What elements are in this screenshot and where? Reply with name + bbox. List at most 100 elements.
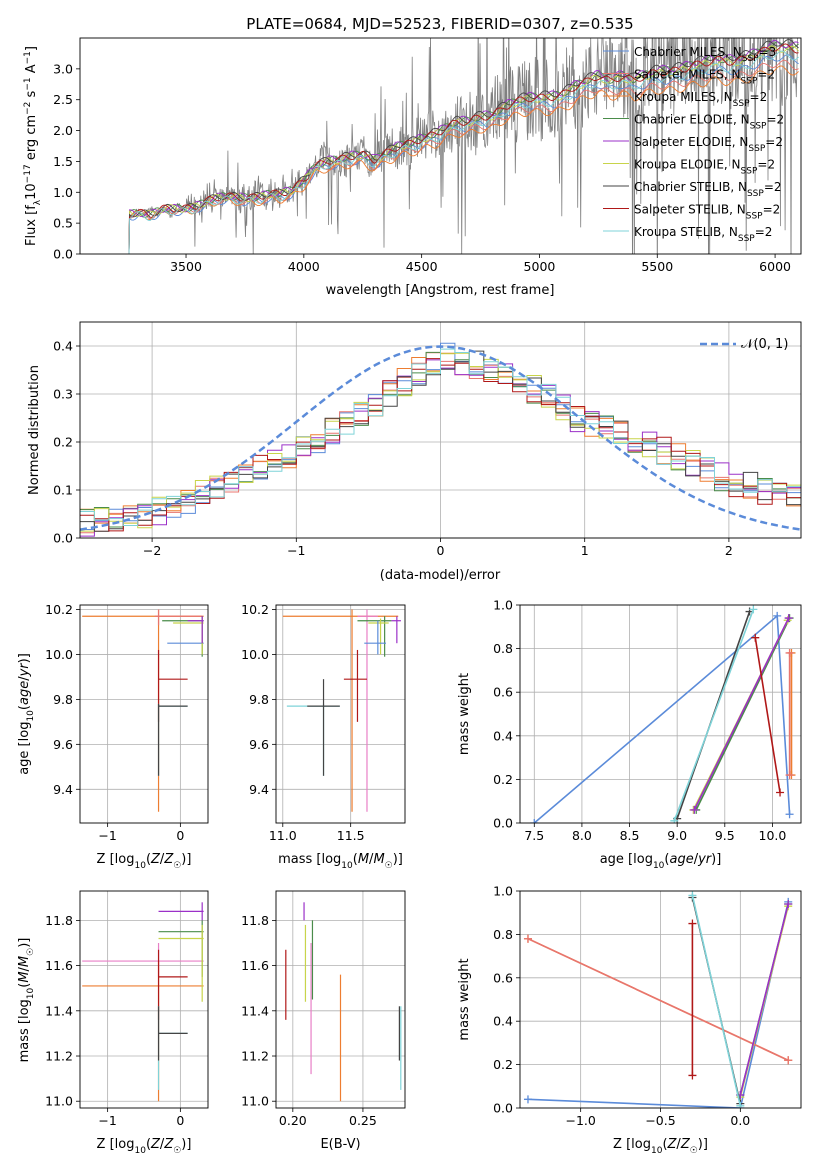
x-tick-label: 4500 xyxy=(406,259,438,274)
y-tick-label: 0.6 xyxy=(493,970,513,985)
weight-line-kroupa_stelib xyxy=(691,895,742,1106)
mass_vs_ebv-axes: 0.20 0.25 11.0 11.2 11.4 11.6 11.8 xyxy=(241,890,406,1128)
axes-frame xyxy=(79,890,209,1109)
y-tick-label: 0.8 xyxy=(493,927,513,942)
y-tick-label: 11.4 xyxy=(45,1003,73,1018)
x-tick-label: 6000 xyxy=(759,259,791,274)
legend-entry: 𝒩(0, 1) xyxy=(741,337,788,352)
y-tick-label: 2.0 xyxy=(53,123,73,138)
weight-marker-kroupa_stelib xyxy=(688,891,697,900)
y-tick-label: 11.8 xyxy=(241,913,269,928)
y-axis-label: Flux [fλ10−17 erg cm−2 s−1 A−1] xyxy=(23,46,43,246)
mass_vs_ebv-plot-area xyxy=(285,902,402,1102)
x-tick-label: 0.25 xyxy=(349,1113,377,1128)
x-tick-label: −1 xyxy=(287,543,305,558)
weight-marker-kroupa_stelib xyxy=(736,1101,745,1108)
weight_vs_Z-axes: −1.0 −0.5 0.0 0.0 0.2 0.4 0.6 0.8 1.0 xyxy=(493,884,802,1128)
weight-marker-salpeter_miles xyxy=(785,771,794,780)
model-spectrum-chabrier_miles xyxy=(128,54,799,254)
gaussian-reference-curve xyxy=(80,345,801,531)
x-axis-label: mass [log10(M/M☉)] xyxy=(278,852,403,871)
y-tick-label: 0.0 xyxy=(493,1101,513,1116)
x-tick-label: 5000 xyxy=(524,259,556,274)
y-tick-label: 0.0 xyxy=(53,531,73,546)
axes-frame xyxy=(79,604,209,824)
y-tick-label: 10.0 xyxy=(45,647,73,662)
y-tick-label: 11.6 xyxy=(45,958,73,973)
mass_vs_Z-axes: −1 0 11.0 11.2 11.4 11.6 11.8 xyxy=(45,890,209,1128)
weight-line-salpeter_elodie xyxy=(739,903,789,1096)
x-axis-label: E(B-V) xyxy=(320,1137,360,1152)
y-tick-label: 11.0 xyxy=(241,1094,269,1109)
weight_vs_age-axes: 7.5 8.0 8.5 9.0 9.5 10.0 0.0 0.2 0.4 0.6 0.8 1.0 xyxy=(493,598,802,843)
y-axis-label: Normed distribution xyxy=(27,365,42,495)
y-tick-label: 10.0 xyxy=(241,647,269,662)
x-tick-label: 7.5 xyxy=(524,828,544,843)
residuals-plot-area xyxy=(80,342,801,537)
weight-marker-salpeter_miles xyxy=(523,934,532,943)
y-tick-label: 1.0 xyxy=(53,185,73,200)
x-tick-label: 1 xyxy=(581,543,589,558)
x-tick-label: 10.0 xyxy=(759,828,787,843)
y-tick-label: 1.0 xyxy=(493,598,513,613)
legend-entry: Kroupa ELODIE, NSSP=2 xyxy=(634,158,775,177)
model-spectrum-salpeter_stelib xyxy=(128,43,799,254)
legend-entry: Chabrier ELODIE, NSSP=2 xyxy=(634,113,784,132)
y-tick-label: 9.4 xyxy=(249,782,269,797)
weight_vs_age-plot-area xyxy=(530,605,796,823)
y-tick-label: 2.5 xyxy=(53,92,73,107)
weight_vs_Z-plot-area xyxy=(523,891,793,1108)
y-tick-label: 0.8 xyxy=(493,641,513,656)
y-tick-label: 0.4 xyxy=(493,1014,513,1029)
residuals-axes: −2 −1 0 1 2 0.0 0.1 0.2 0.3 0.4 xyxy=(53,321,802,558)
legend-entry: Chabrier MILES, NSSP=3 xyxy=(634,45,776,64)
legend-entry: Kroupa MILES, NSSP=2 xyxy=(634,90,767,109)
x-tick-label: −2 xyxy=(143,543,161,558)
x-tick-label: 9.0 xyxy=(667,828,687,843)
y-tick-label: 0.3 xyxy=(53,387,73,402)
y-tick-label: 11.6 xyxy=(241,958,269,973)
y-axis-label: age [log10(age/yr)] xyxy=(17,653,36,775)
y-tick-label: 0.6 xyxy=(493,685,513,700)
legend-entry: Chabrier STELIB, NSSP=2 xyxy=(634,180,782,199)
y-tick-label: 1.0 xyxy=(493,884,513,899)
axes-frame xyxy=(275,604,406,824)
axes-frame xyxy=(519,890,802,1109)
y-tick-label: 11.8 xyxy=(45,913,73,928)
y-tick-label: 9.6 xyxy=(53,737,73,752)
y-tick-label: 3.0 xyxy=(53,61,73,76)
weight-line-kroupa_stelib xyxy=(673,609,755,822)
age_vs_Z-axes: −1 0 9.4 9.6 9.8 10.0 10.2 xyxy=(45,602,209,843)
y-tick-label: 9.6 xyxy=(249,737,269,752)
y-tick-label: 11.4 xyxy=(241,1003,269,1018)
weight-marker-chabrier_miles xyxy=(785,810,794,819)
weight-marker-salpeter_stelib xyxy=(751,633,760,642)
y-tick-label: 0.4 xyxy=(53,339,73,354)
model-spectrum-salpeter_elodie xyxy=(128,39,799,254)
x-tick-label: 11.0 xyxy=(269,828,297,843)
spectrum-plot-area xyxy=(128,38,799,254)
y-tick-label: 0.0 xyxy=(493,816,513,831)
weight-marker-salpeter_stelib xyxy=(776,788,785,797)
weight-marker-kroupa_stelib xyxy=(670,816,679,823)
weight-marker-salpeter_stelib xyxy=(688,1071,697,1080)
weight-marker-salpeter_miles xyxy=(784,1056,793,1065)
y-tick-label: 9.4 xyxy=(53,782,73,797)
weight-marker-salpeter_elodie xyxy=(784,900,793,909)
x-tick-label: 4000 xyxy=(288,259,320,274)
weight-marker-salpeter_stelib xyxy=(688,919,697,928)
x-tick-label: 0 xyxy=(176,1113,184,1128)
y-tick-label: 10.2 xyxy=(241,602,269,617)
weight-marker-chabrier_miles xyxy=(530,819,539,823)
x-axis-label: (data-model)/error xyxy=(380,568,501,583)
x-axis-label: age [log10(age/yr)] xyxy=(600,852,722,871)
axes-frame xyxy=(79,37,802,255)
y-tick-label: 0.0 xyxy=(53,247,73,262)
x-tick-label: −0.5 xyxy=(645,1113,675,1128)
x-tick-label: −1.0 xyxy=(565,1113,595,1128)
y-tick-label: 9.8 xyxy=(53,692,73,707)
y-tick-label: 0.2 xyxy=(53,435,73,450)
weight-marker-salpeter_miles xyxy=(785,648,794,657)
x-axis-label: Z [log10(Z/Z☉)] xyxy=(97,1137,192,1156)
model-spectrum-kroupa_stelib xyxy=(128,50,799,254)
